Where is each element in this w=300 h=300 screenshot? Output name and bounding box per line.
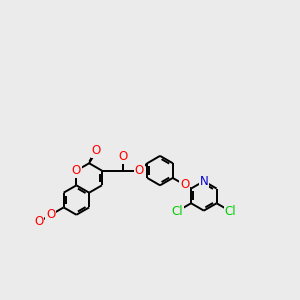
Text: O: O [34,215,43,228]
Text: O: O [46,208,55,221]
Text: O: O [72,164,81,177]
Text: N: N [200,175,208,188]
Text: Cl: Cl [171,205,183,218]
Text: Cl: Cl [225,205,236,218]
Text: O: O [92,144,101,157]
Text: O: O [135,164,144,177]
Text: O: O [180,178,189,191]
Text: O: O [118,150,128,163]
